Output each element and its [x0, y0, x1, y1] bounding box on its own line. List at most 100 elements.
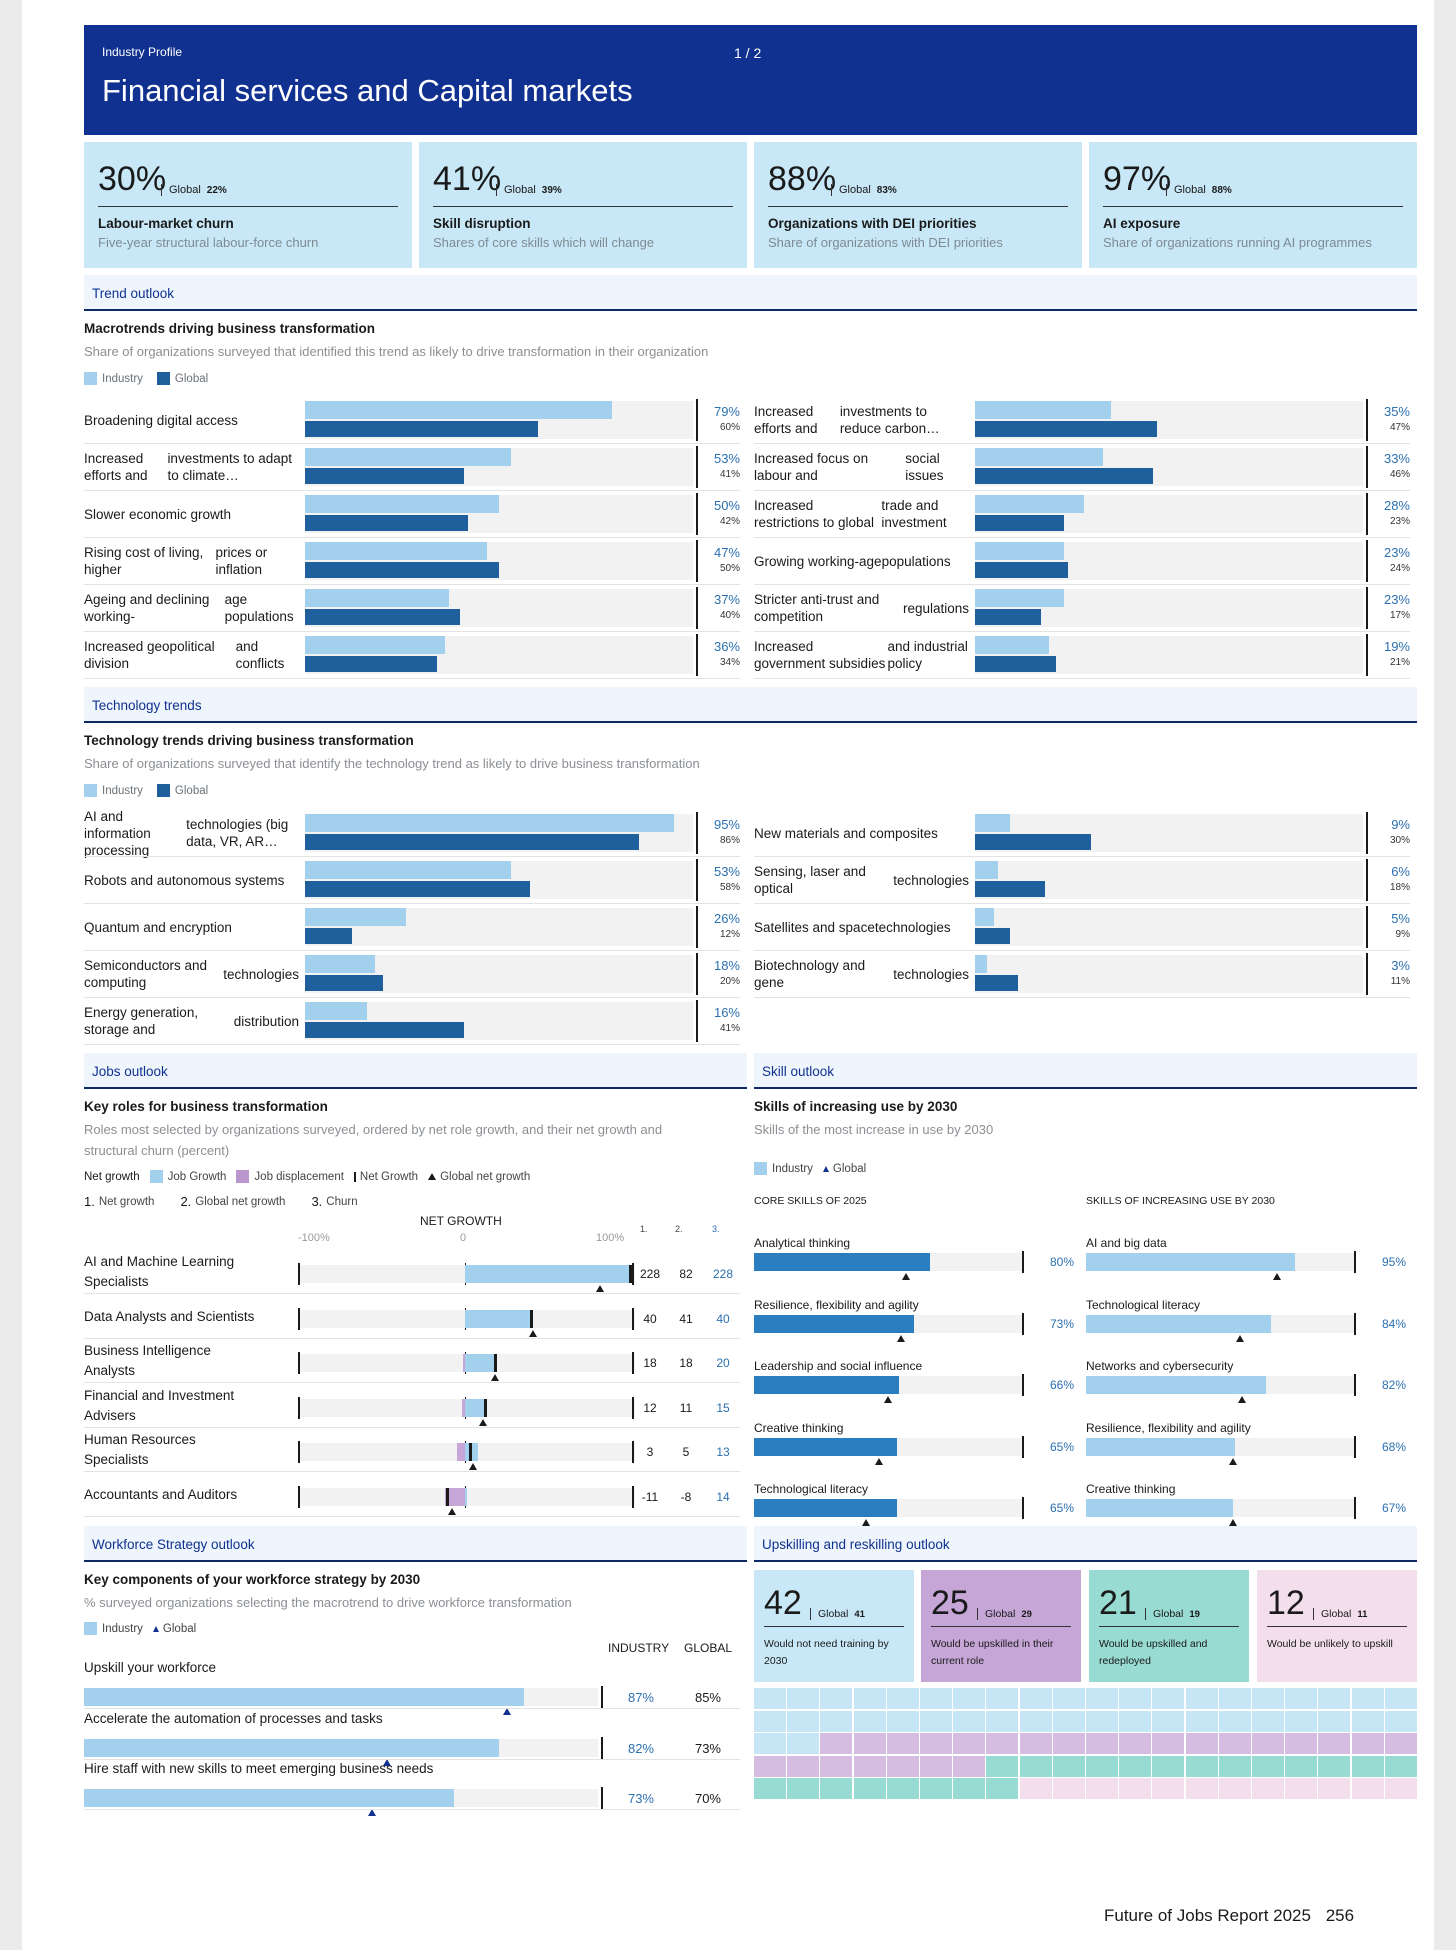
skills-title: Skills of increasing use by 2030: [754, 1099, 958, 1114]
global-bar: [305, 421, 538, 437]
row-label: Increased efforts and investments to adap…: [84, 444, 299, 490]
net-growth-value: 40: [643, 1311, 657, 1326]
waffle-cell: [886, 1755, 919, 1777]
global-net-growth-triangle: [447, 1507, 456, 1515]
global-net-growth-value: 18: [679, 1356, 693, 1370]
workforce-industry-percent: 82%: [627, 1740, 654, 1756]
skill-label: Creative thinking: [754, 1420, 844, 1435]
kpi-global-value: 83%: [876, 185, 897, 196]
global-net-growth-triangle: [469, 1463, 478, 1470]
global-bar: [975, 421, 1158, 437]
bar-track: [975, 861, 1363, 899]
waffle-cell: [820, 1755, 853, 1777]
waffle-cell: [820, 1778, 853, 1799]
industry-percent: 23%: [1383, 592, 1410, 607]
row-divider: [754, 584, 1410, 585]
trend-legend: Industry Global: [84, 372, 208, 385]
upskilling-divider: [931, 1626, 1071, 1627]
industry-bar: [305, 542, 488, 560]
waffle-cell: [986, 1688, 1019, 1709]
upskilling-global-value: 41: [854, 1609, 865, 1620]
job-growth-bar: [465, 1309, 531, 1328]
global-bar: [975, 975, 1018, 991]
global-net-growth-value: 82: [679, 1267, 693, 1281]
industry-percent: 26%: [713, 911, 740, 926]
industry-bar: [305, 401, 612, 419]
upskilling-value: 21: [1099, 1584, 1137, 1622]
workforce-label: Accelerate the automation of processes a…: [84, 1710, 383, 1726]
waffle-cell: [953, 1688, 986, 1709]
global-percent: 30%: [1389, 835, 1410, 846]
skill-track: [754, 1376, 1022, 1394]
row-label-line: technologies: [893, 966, 969, 982]
skill-track: [1086, 1499, 1354, 1517]
global-bar: [305, 562, 499, 578]
row-divider: [754, 537, 1410, 538]
kpi-name: Labour-market churn: [98, 216, 234, 231]
job-displacement-bar: [456, 1443, 465, 1461]
waffle-cell: [1152, 1733, 1185, 1754]
global-percent: 20%: [719, 976, 740, 987]
global-bar: [305, 609, 461, 625]
upskilling-description: Would not need training by 2030: [764, 1638, 889, 1667]
net-growth-marker: [483, 1398, 487, 1417]
bar-end-line: [1366, 446, 1368, 488]
bar-track: [305, 542, 693, 580]
industry-swatch: [84, 1622, 97, 1635]
section-skill-outlook: Skill outlook: [754, 1053, 1417, 1089]
bar-track: [305, 636, 693, 674]
bar-end-line: [1366, 859, 1368, 901]
waffle-cell: [754, 1733, 786, 1754]
row-label: Increased restrictions to global trade an…: [754, 491, 969, 537]
section-workforce-strategy: Workforce Strategy outlook: [84, 1526, 747, 1562]
bar-end-line: [696, 906, 698, 948]
waffle-cell: [787, 1778, 820, 1799]
global-bar: [305, 468, 465, 484]
churn-value: 15: [716, 1400, 730, 1415]
waffle-cell: [953, 1778, 986, 1799]
row-label-line: Increased focus on labour and: [754, 451, 869, 483]
role-label: Accountants and Auditors: [84, 1486, 238, 1502]
row-divider: [754, 631, 1410, 632]
tech-title: Technology trends driving business trans…: [84, 733, 414, 748]
row-label-line: investments to adapt to climate…: [167, 451, 293, 483]
waffle-cell: [920, 1733, 952, 1754]
upskilling-value: 42: [764, 1584, 802, 1622]
industry-bar: [975, 448, 1104, 466]
net-growth-value: 228: [639, 1267, 661, 1281]
workforce-global-percent: 85%: [694, 1690, 721, 1705]
waffle-cell: [820, 1688, 853, 1709]
row-divider: [754, 997, 1410, 998]
waffle-cell: [1152, 1710, 1185, 1732]
skill-percent: 80%: [1049, 1255, 1074, 1269]
waffle-cell: [886, 1710, 919, 1732]
axis-mid-label: 0: [460, 1232, 467, 1244]
axis-max-label: 100%: [596, 1232, 625, 1244]
waffle-cell: [1152, 1688, 1185, 1709]
pre-title: Industry Profile: [102, 45, 183, 59]
waffle-cell: [1318, 1755, 1351, 1777]
role-row: Financial and Investment Advisers 12 11 15: [84, 1384, 747, 1428]
row-label-line: technologies (big data, VR, AR…: [186, 817, 289, 849]
bar-end-line: [1366, 540, 1368, 582]
net-growth-value: 12: [643, 1400, 657, 1415]
global-triangle: [1229, 1519, 1238, 1526]
kpi-card: 97% Global 88% AI exposure Share of organiza…: [1089, 142, 1417, 268]
row-label: Increased efforts and investments to redu…: [754, 397, 969, 443]
industry-percent: 28%: [1383, 498, 1410, 513]
trend-row: New materials and composites 9% 30%: [754, 810, 1417, 857]
row-label-line: social issues: [905, 451, 944, 483]
kpi-global-label: Global: [839, 184, 871, 196]
workforce-industry-percent: 87%: [627, 1690, 654, 1705]
kpi-divider: [768, 206, 1068, 207]
waffle-cell: [1152, 1778, 1185, 1799]
waffle-cell: [754, 1710, 786, 1732]
trend-row: Increased geopolitical division and confl…: [84, 632, 747, 679]
global-percent: 86%: [719, 835, 740, 846]
global-percent: 60%: [719, 422, 740, 433]
skill-label: Technological literacy: [1086, 1297, 1201, 1312]
industry-percent: 23%: [1383, 545, 1410, 560]
upskilling-card: 42 Global 41 Would not need training by 203…: [754, 1570, 914, 1682]
waffle-cell: [1185, 1778, 1218, 1799]
global-triangle: [1273, 1273, 1282, 1280]
